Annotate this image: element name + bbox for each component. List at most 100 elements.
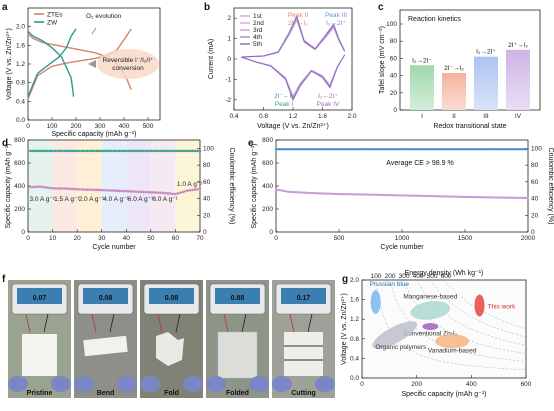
panel-a-x-ticks: 0 100 200 300 400 500: [26, 117, 154, 130]
x-tick-label: 70: [196, 235, 204, 242]
y-right-tick-label: 100: [203, 145, 214, 152]
capacity-point: [80, 188, 84, 191]
capacity-point: [139, 190, 143, 194]
capacity-point: [51, 187, 54, 190]
multimeter-screen: [17, 288, 62, 304]
x-tick-label: 10: [49, 235, 57, 242]
ce-point: [51, 149, 54, 153]
capacity-point: [107, 189, 111, 192]
panel-b-curves: [241, 14, 346, 102]
x-tick-label: 200: [71, 123, 82, 130]
capacity-point: [132, 190, 135, 193]
ce-point: [164, 149, 167, 153]
y-left-tick-label: 200: [262, 206, 273, 213]
capacity-point: [176, 192, 180, 195]
y-tick-label: 1.6: [350, 297, 359, 304]
panel-g-x-ticks: 0 200 400 600: [360, 375, 532, 388]
ce-point: [105, 149, 108, 153]
y-left-tick-label: 600: [262, 160, 273, 167]
x-tick-label: 1.6: [318, 113, 327, 120]
y-left-tick-label: 0: [21, 229, 25, 236]
legend-label-1st: 1st: [253, 13, 262, 20]
isoline-500: [430, 279, 527, 338]
panel-a-x-label: Specific capacity (mAh g⁻¹): [52, 131, 137, 138]
capacity-point: [179, 191, 182, 194]
y-tick-label: 0: [393, 107, 397, 114]
reversible-conversion-bubble: [97, 49, 159, 79]
x-tick-label: 2000: [521, 235, 536, 242]
panel-e-frame: [275, 139, 529, 233]
y-tick-label: 0.4: [16, 98, 25, 105]
panel-e-y-right-label: Coulombic efficiency (%): [547, 148, 554, 225]
probe-wire-black: [43, 313, 49, 333]
capacity-point: [174, 192, 177, 196]
panel-f: f 0.07 Pristine 0.08 Bend 0.08 Fold 0.88 Folded…: [2, 274, 335, 398]
y-tick-label: 20: [390, 90, 398, 97]
y-left-tick-label: 800: [262, 137, 273, 144]
cv-cycle-5-branch-0: [241, 14, 346, 58]
ce-point: [102, 149, 106, 153]
y-tick-label: 0.8: [16, 80, 25, 87]
capacity-point: [34, 185, 37, 189]
capacity-point: [164, 191, 167, 195]
curve-zw-3: [27, 28, 77, 97]
peak-i-label: Peak I: [275, 101, 294, 108]
capacity-point: [48, 186, 52, 190]
rate-label-7: 1.0 A g⁻¹: [177, 181, 203, 188]
rate-label-4: 4.0 A g⁻¹: [103, 196, 129, 203]
ce-point: [181, 149, 185, 153]
capacity-point: [193, 188, 197, 191]
rate-band-5: [126, 140, 151, 232]
capacity-point: [43, 185, 47, 189]
y-tick-label: 60: [390, 55, 398, 62]
panel-e-y-left-label: Specific capacity (mAh g⁻¹): [251, 144, 258, 229]
ce-point: [88, 149, 91, 153]
ce-point: [127, 149, 131, 153]
capacity-point: [142, 190, 145, 194]
x-tick-label: 100: [47, 123, 58, 130]
capacity-point: [124, 189, 128, 193]
capacity-point: [134, 190, 138, 193]
capacity-point: [36, 185, 40, 188]
panel-a-y-label: Voltage (V vs. Zn/Zn²⁺): [5, 28, 13, 100]
y-right-tick-label: 100: [531, 145, 542, 152]
panel-d-y-left-label: Specific capacity (mAh g⁻¹): [5, 144, 12, 229]
ce-point: [56, 149, 59, 153]
rate-label-2: 1.5 A g⁻¹: [54, 196, 80, 203]
bar-reaction-label-IV: 2I⁺→I₂: [508, 42, 528, 49]
y-tick-label: 0.8: [350, 336, 359, 343]
ce-point: [156, 149, 160, 153]
cv-cycle-2-branch-1: [241, 54, 345, 98]
o2-arrow: [91, 27, 97, 35]
panel-f-label: f: [2, 274, 6, 285]
y-tick-label: -1: [225, 76, 231, 83]
ce-point: [191, 149, 194, 153]
ce-point: [161, 149, 165, 153]
bar-category-I: I: [421, 113, 423, 120]
capacity-point: [88, 188, 91, 191]
capacity-point: [83, 188, 86, 191]
region-label-conventional: Conventional Zn-I₂: [403, 331, 457, 338]
ce-point: [134, 149, 138, 153]
ce-point: [147, 149, 150, 153]
x-tick-label: 60: [172, 235, 180, 242]
photo-caption: Fold: [164, 390, 179, 397]
capacity-point: [41, 185, 45, 189]
isoline-200: [389, 279, 527, 362]
panel-b-x-ticks: 0.4 0.8 1.2 1.6 2.0: [229, 107, 357, 120]
legend-label-2nd: 2nd: [253, 20, 264, 27]
photo-fold: 0.08 Fold: [140, 280, 203, 398]
ce-point: [61, 149, 64, 153]
panel-c-bars: I₂→2I⁻ I 2I⁻→I₂ II I₂→2I⁺ III 2I⁺→I₂ IV: [410, 42, 530, 120]
y-left-tick-label: 200: [14, 206, 25, 213]
isoline-400: [416, 279, 527, 346]
ce-point: [90, 149, 94, 153]
ce-point: [110, 149, 113, 153]
average-ce-note: Average CE > 98.9 %: [386, 160, 453, 167]
isoline-600: [443, 279, 527, 330]
cv-cycle-1-branch-1: [241, 55, 345, 97]
photo-pristine: 0.07 Pristine: [8, 280, 71, 398]
y-right-tick-label: 0: [203, 229, 207, 236]
